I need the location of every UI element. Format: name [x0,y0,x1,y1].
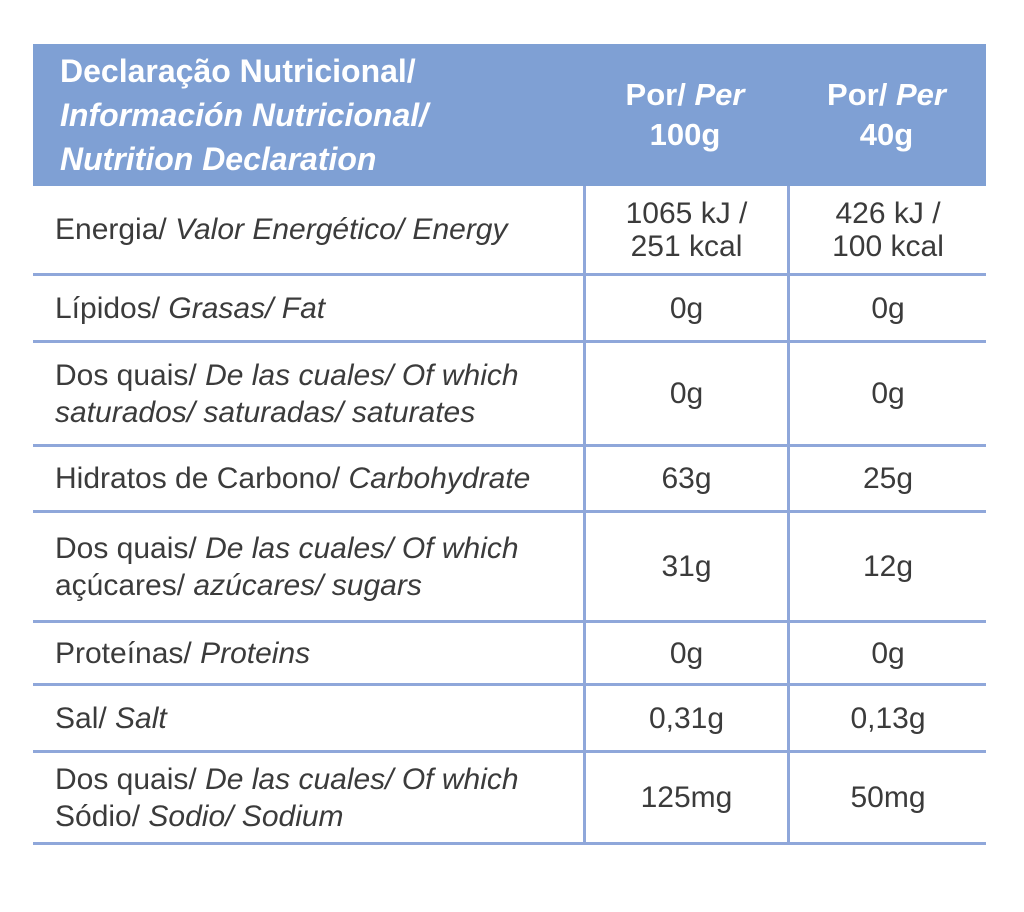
header-title-line-en: Nutrition Declaration [60,141,377,177]
header-col-per-40g-label: Por/ Per [787,75,986,115]
value-per-40g: 0,13g [787,686,986,750]
row-label: Dos quais/ De las cuales/ Of which Sódio… [33,753,583,842]
label-regular: Sal/ [55,701,107,735]
value-per-40g: 50mg [787,753,986,842]
value-per-100g: 0g [583,623,787,683]
label-italic: Carbohydrate [340,462,531,495]
value-per-100g: 63g [583,447,787,510]
label-regular: Hidratos de Carbono/ [55,462,341,495]
table-row-energy: Energia/ Valor Energético/ Energy 1065 k… [33,186,986,276]
header-title-line-pt: Declaração Nutricional/ [60,53,416,89]
label-italic: Grasas/ Fat [160,291,326,325]
per-label-italic: Per [685,77,745,112]
row-label: Hidratos de Carbono/ Carbohydrate [33,447,583,510]
row-label: Dos quais/ De las cuales/ Of which satur… [33,343,583,444]
header-col-per-100g-label: Por/ Per [583,75,787,115]
per-label-italic: Per [887,77,946,112]
label-italic: saturados/ saturadas/ saturates [55,395,476,429]
header-col-per-40g-amount: 40g [859,117,914,152]
header-col-per-100g: Por/ Per 100g [583,44,787,186]
value-per-40g: 0g [787,276,986,340]
row-label: Lípidos/ Grasas/ Fat [33,276,583,340]
value-per-40g: 426 kJ / 100 kcal [787,186,986,273]
value-per-40g: 25g [787,447,986,510]
value-per-40g: 0g [787,343,986,444]
table-row-fat: Lípidos/ Grasas/ Fat 0g 0g [33,276,986,343]
value-per-40g: 0g [787,623,986,683]
value-per-100g: 0g [583,276,787,340]
nutrition-table: Declaração Nutricional/ Información Nutr… [33,44,986,845]
label-italic: De las cuales/ Of which [196,358,519,392]
label-italic: Sodio/ Sodium [140,799,344,833]
header-title-cell: Declaração Nutricional/ Información Nutr… [33,44,583,186]
label-italic: azúcares/ sugars [185,568,422,602]
table-row-sugars: Dos quais/ De las cuales/ Of which açúca… [33,513,986,623]
label-regular: açúcares/ [55,568,186,602]
header-col-per-100g-amount: 100g [649,117,721,152]
value-per-100g: 0,31g [583,686,787,750]
table-header: Declaração Nutricional/ Información Nutr… [33,44,986,186]
label-regular: Dos quais/ [55,531,197,565]
row-label: Sal/ Salt [33,686,583,750]
label-regular: Lípidos/ [55,291,161,325]
label-regular: Sódio/ [55,799,141,833]
label-regular: Energia/ [55,213,167,246]
label-italic: De las cuales/ Of which [196,762,519,796]
table-row-salt: Sal/ Salt 0,31g 0,13g [33,686,986,753]
table-row-protein: Proteínas/ Proteins 0g 0g [33,623,986,686]
value-per-100g: 0g [583,343,787,444]
label-regular: Dos quais/ [55,358,197,392]
table-row-sodium: Dos quais/ De las cuales/ Of which Sódio… [33,753,986,845]
label-regular: Dos quais/ [55,762,197,796]
label-italic: Salt [106,701,167,735]
row-label: Energia/ Valor Energético/ Energy [33,186,583,273]
label-italic: Valor Energético/ Energy [166,213,508,246]
row-label: Proteínas/ Proteins [33,623,583,683]
header-col-per-40g: Por/ Per 40g [787,44,986,186]
label-italic: Proteins [191,636,311,670]
table-row-saturates: Dos quais/ De las cuales/ Of which satur… [33,343,986,447]
table-row-carbohydrate: Hidratos de Carbono/ Carbohydrate 63g 25… [33,447,986,513]
row-label: Dos quais/ De las cuales/ Of which açúca… [33,513,583,620]
header-title-line-es: Información Nutricional/ [60,97,429,133]
value-per-100g: 1065 kJ / 251 kcal [583,186,787,273]
value-per-100g: 31g [583,513,787,620]
per-label-regular: Por/ [827,77,888,112]
value-per-100g: 125mg [583,753,787,842]
per-label-regular: Por/ [625,77,686,112]
label-regular: Proteínas/ [55,636,192,670]
label-italic: De las cuales/ Of which [196,531,519,565]
value-per-40g: 12g [787,513,986,620]
